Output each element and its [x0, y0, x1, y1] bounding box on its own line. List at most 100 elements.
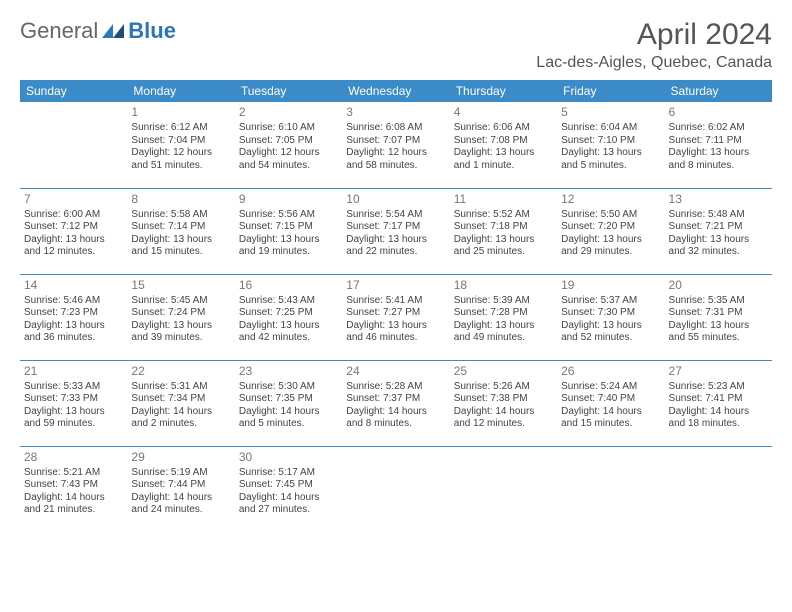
calendar-table: SundayMondayTuesdayWednesdayThursdayFrid…	[20, 80, 772, 532]
sunset-line: Sunset: 7:43 PM	[24, 479, 123, 492]
daylight-line: Daylight: 14 hours and 27 minutes.	[239, 492, 338, 517]
daylight-line: Daylight: 13 hours and 25 minutes.	[454, 234, 553, 259]
day-number: 10	[346, 192, 445, 207]
daylight-line: Daylight: 12 hours and 54 minutes.	[239, 147, 338, 172]
sunset-line: Sunset: 7:15 PM	[239, 221, 338, 234]
day-number: 25	[454, 364, 553, 379]
daylight-line: Daylight: 13 hours and 5 minutes.	[561, 147, 660, 172]
day-number: 24	[346, 364, 445, 379]
sunset-line: Sunset: 7:07 PM	[346, 135, 445, 148]
sunrise-line: Sunrise: 6:00 AM	[24, 209, 123, 222]
page-title: April 2024	[536, 18, 772, 52]
sunrise-line: Sunrise: 5:54 AM	[346, 209, 445, 222]
day-number: 3	[346, 105, 445, 120]
day-number: 9	[239, 192, 338, 207]
daylight-line: Daylight: 13 hours and 12 minutes.	[24, 234, 123, 259]
day-number: 6	[669, 105, 768, 120]
day-number: 2	[239, 105, 338, 120]
sunrise-line: Sunrise: 5:28 AM	[346, 381, 445, 394]
daylight-line: Daylight: 13 hours and 29 minutes.	[561, 234, 660, 259]
day-number: 23	[239, 364, 338, 379]
sunset-line: Sunset: 7:40 PM	[561, 393, 660, 406]
calendar-cell	[557, 446, 664, 532]
sunset-line: Sunset: 7:10 PM	[561, 135, 660, 148]
calendar-cell: 5Sunrise: 6:04 AMSunset: 7:10 PMDaylight…	[557, 102, 664, 188]
day-number: 30	[239, 450, 338, 465]
weekday-header: Sunday	[20, 80, 127, 102]
sunset-line: Sunset: 7:25 PM	[239, 307, 338, 320]
sunrise-line: Sunrise: 5:39 AM	[454, 295, 553, 308]
logo-shape-icon	[102, 24, 124, 38]
sunset-line: Sunset: 7:11 PM	[669, 135, 768, 148]
daylight-line: Daylight: 13 hours and 32 minutes.	[669, 234, 768, 259]
sunset-line: Sunset: 7:35 PM	[239, 393, 338, 406]
calendar-row: 21Sunrise: 5:33 AMSunset: 7:33 PMDayligh…	[20, 360, 772, 446]
daylight-line: Daylight: 14 hours and 8 minutes.	[346, 406, 445, 431]
day-number: 7	[24, 192, 123, 207]
daylight-line: Daylight: 14 hours and 18 minutes.	[669, 406, 768, 431]
day-number: 26	[561, 364, 660, 379]
sunset-line: Sunset: 7:20 PM	[561, 221, 660, 234]
calendar-cell: 10Sunrise: 5:54 AMSunset: 7:17 PMDayligh…	[342, 188, 449, 274]
sunset-line: Sunset: 7:34 PM	[131, 393, 230, 406]
calendar-cell: 7Sunrise: 6:00 AMSunset: 7:12 PMDaylight…	[20, 188, 127, 274]
day-number: 4	[454, 105, 553, 120]
sunrise-line: Sunrise: 5:41 AM	[346, 295, 445, 308]
sunrise-line: Sunrise: 5:52 AM	[454, 209, 553, 222]
calendar-cell: 15Sunrise: 5:45 AMSunset: 7:24 PMDayligh…	[127, 274, 234, 360]
daylight-line: Daylight: 13 hours and 39 minutes.	[131, 320, 230, 345]
daylight-line: Daylight: 13 hours and 19 minutes.	[239, 234, 338, 259]
location: Lac-des-Aigles, Quebec, Canada	[536, 54, 772, 72]
sunrise-line: Sunrise: 5:26 AM	[454, 381, 553, 394]
sunrise-line: Sunrise: 6:08 AM	[346, 122, 445, 135]
day-number: 21	[24, 364, 123, 379]
calendar-cell: 11Sunrise: 5:52 AMSunset: 7:18 PMDayligh…	[450, 188, 557, 274]
calendar-cell: 13Sunrise: 5:48 AMSunset: 7:21 PMDayligh…	[665, 188, 772, 274]
sunrise-line: Sunrise: 5:23 AM	[669, 381, 768, 394]
calendar-cell: 16Sunrise: 5:43 AMSunset: 7:25 PMDayligh…	[235, 274, 342, 360]
daylight-line: Daylight: 14 hours and 12 minutes.	[454, 406, 553, 431]
sunset-line: Sunset: 7:33 PM	[24, 393, 123, 406]
day-number: 5	[561, 105, 660, 120]
calendar-cell: 30 Sunrise: 5:17 AMSunset: 7:45 PMDayligh…	[235, 446, 342, 532]
sunset-line: Sunset: 7:08 PM	[454, 135, 553, 148]
weekday-header: Monday	[127, 80, 234, 102]
calendar-row: 14Sunrise: 5:46 AMSunset: 7:23 PMDayligh…	[20, 274, 772, 360]
daylight-line: Daylight: 12 hours and 51 minutes.	[131, 147, 230, 172]
calendar-cell: 8Sunrise: 5:58 AMSunset: 7:14 PMDaylight…	[127, 188, 234, 274]
sunrise-line: Sunrise: 6:12 AM	[131, 122, 230, 135]
calendar-cell: 4Sunrise: 6:06 AMSunset: 7:08 PMDaylight…	[450, 102, 557, 188]
day-number: 17	[346, 278, 445, 293]
day-number: 22	[131, 364, 230, 379]
sunset-line: Sunset: 7:05 PM	[239, 135, 338, 148]
sunrise-line: Sunrise: 5:17 AM	[239, 467, 338, 480]
sunset-line: Sunset: 7:45 PM	[239, 479, 338, 492]
daylight-line: Daylight: 14 hours and 5 minutes.	[239, 406, 338, 431]
title-block: April 2024 Lac-des-Aigles, Quebec, Canad…	[536, 18, 772, 72]
daylight-line: Daylight: 13 hours and 46 minutes.	[346, 320, 445, 345]
sunrise-line: Sunrise: 5:30 AM	[239, 381, 338, 394]
header: General Blue April 2024 Lac-des-Aigles, …	[20, 18, 772, 72]
calendar-cell: 14Sunrise: 5:46 AMSunset: 7:23 PMDayligh…	[20, 274, 127, 360]
calendar-cell: 28Sunrise: 5:21 AMSunset: 7:43 PMDayligh…	[20, 446, 127, 532]
daylight-line: Daylight: 13 hours and 22 minutes.	[346, 234, 445, 259]
sunset-line: Sunset: 7:44 PM	[131, 479, 230, 492]
daylight-line: Daylight: 14 hours and 21 minutes.	[24, 492, 123, 517]
calendar-cell: 25Sunrise: 5:26 AMSunset: 7:38 PMDayligh…	[450, 360, 557, 446]
day-number: 14	[24, 278, 123, 293]
sunrise-line: Sunrise: 6:10 AM	[239, 122, 338, 135]
daylight-line: Daylight: 13 hours and 15 minutes.	[131, 234, 230, 259]
sunset-line: Sunset: 7:37 PM	[346, 393, 445, 406]
weekday-header: Thursday	[450, 80, 557, 102]
day-number: 18	[454, 278, 553, 293]
weekday-header: Friday	[557, 80, 664, 102]
day-number: 1	[131, 105, 230, 120]
calendar-cell: 21Sunrise: 5:33 AMSunset: 7:33 PMDayligh…	[20, 360, 127, 446]
sunrise-line: Sunrise: 5:35 AM	[669, 295, 768, 308]
calendar-cell	[20, 102, 127, 188]
calendar-cell: 26Sunrise: 5:24 AMSunset: 7:40 PMDayligh…	[557, 360, 664, 446]
sunset-line: Sunset: 7:23 PM	[24, 307, 123, 320]
calendar-cell: 19Sunrise: 5:37 AMSunset: 7:30 PMDayligh…	[557, 274, 664, 360]
logo: General Blue	[20, 18, 176, 44]
weekday-header: Tuesday	[235, 80, 342, 102]
